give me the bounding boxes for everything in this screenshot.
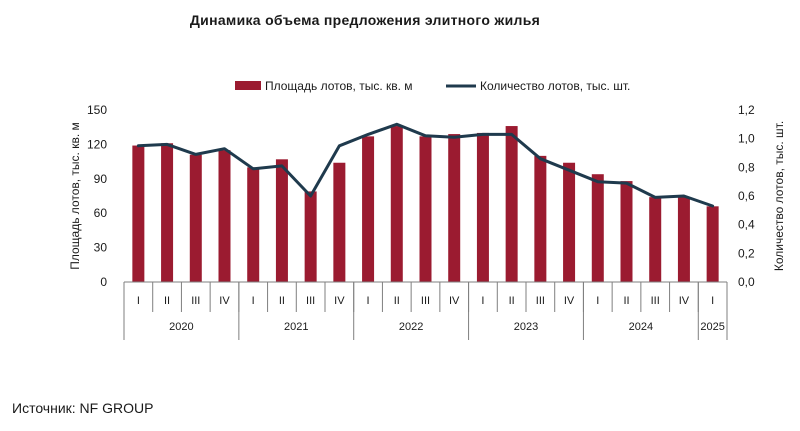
x-tick-label: I <box>367 295 370 307</box>
x-tick-label: II <box>623 295 629 307</box>
y2-tick-label: 1,2 <box>738 103 755 117</box>
x-tick-label: III <box>306 295 315 307</box>
x-tick-label: II <box>164 295 170 307</box>
x-tick-label: IV <box>564 295 575 307</box>
x-tick-label: I <box>137 295 140 307</box>
y-tick-label: 60 <box>94 206 108 220</box>
y2-tick-label: 0,8 <box>738 160 755 174</box>
bar <box>620 181 633 282</box>
legend-label-count: Количество лотов, тыс. шт. <box>480 79 630 93</box>
x-tick-label: I <box>596 295 599 307</box>
legend-label-area: Площадь лотов, тыс. кв. м <box>265 79 413 93</box>
x-tick-label: IV <box>449 295 460 307</box>
y2-axis-label: Количество лотов, тыс. шт. <box>772 121 786 271</box>
bar <box>362 136 375 282</box>
bar <box>677 197 690 282</box>
x-group-label: 2025 <box>700 321 724 333</box>
y2-tick-label: 0,0 <box>738 275 755 289</box>
bar <box>505 126 518 282</box>
x-group-label: 2021 <box>284 321 308 333</box>
bar <box>448 134 461 282</box>
bar <box>390 126 403 282</box>
bar <box>591 174 604 282</box>
bar <box>189 154 202 282</box>
y2-tick-label: 0,6 <box>738 189 755 203</box>
x-group-label: 2024 <box>629 321 653 333</box>
bar <box>419 136 432 282</box>
bar <box>706 206 719 282</box>
x-tick-label: I <box>711 295 714 307</box>
x-tick-label: III <box>651 295 660 307</box>
bar <box>563 162 576 282</box>
legend: Площадь лотов, тыс. кв. м Количество лот… <box>235 79 630 93</box>
x-tick-label: III <box>536 295 545 307</box>
bar <box>218 150 231 282</box>
y2-axis-ticks: 0,0 0,2 0,4 0,6 0,8 1,0 1,2 <box>738 103 755 289</box>
bar <box>275 159 288 282</box>
bar <box>161 143 174 282</box>
x-tick-label: IV <box>334 295 345 307</box>
x-tick-label: III <box>421 295 430 307</box>
x-axis: I II III IV I II III IV I II III IV I II III IV I II III IV… <box>123 281 728 340</box>
y2-tick-label: 1,0 <box>738 132 755 146</box>
x-tick-label: III <box>191 295 200 307</box>
bar <box>247 167 260 282</box>
series-line <box>136 122 715 208</box>
chart-title: Динамика объема предложения элитного жил… <box>189 12 541 28</box>
bar <box>534 155 547 282</box>
y2-tick-label: 0,4 <box>738 218 755 232</box>
y-tick-label: 30 <box>94 241 108 255</box>
bar <box>649 197 662 282</box>
x-tick-label: II <box>279 295 285 307</box>
x-tick-label: IV <box>219 295 230 307</box>
x-group-label: 2023 <box>514 321 538 333</box>
y-tick-label: 120 <box>87 137 107 151</box>
chart: Площадь лотов, тыс. кв. м Количество лот… <box>68 79 786 340</box>
bar <box>132 145 145 282</box>
line-series <box>136 122 715 208</box>
x-tick-label: II <box>394 295 400 307</box>
bar-series <box>132 126 719 282</box>
y2-tick-label: 0,2 <box>738 246 755 260</box>
x-tick-label: II <box>509 295 515 307</box>
source-note: Источник: NF GROUP <box>12 400 154 416</box>
bar <box>333 162 346 282</box>
x-tick-label: I <box>481 295 484 307</box>
y-axis-ticks: 0 30 60 90 120 150 <box>87 103 107 289</box>
bar <box>304 191 317 282</box>
legend-swatch-area <box>235 81 261 90</box>
x-group-label: 2022 <box>399 321 423 333</box>
bar <box>476 132 489 282</box>
y-tick-label: 90 <box>94 172 108 186</box>
x-group-label: 2020 <box>169 321 193 333</box>
x-tick-label: I <box>252 295 255 307</box>
x-tick-label: IV <box>679 295 690 307</box>
y-axis-label: Площадь лотов, тыс. кв. м <box>68 122 82 270</box>
y-tick-label: 150 <box>87 103 107 117</box>
y-tick-label: 0 <box>100 275 107 289</box>
